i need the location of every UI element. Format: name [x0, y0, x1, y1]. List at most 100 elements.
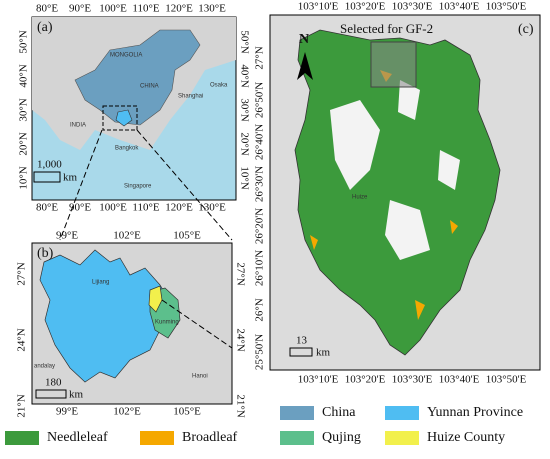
x-tick-label: 102°E — [113, 406, 141, 418]
y-tick-label: 24°N — [234, 328, 246, 351]
x-tick-label: 99°E — [56, 406, 78, 418]
inset-box — [102, 105, 138, 131]
huize-shape — [148, 285, 163, 313]
connector — [161, 299, 233, 349]
y-tick-label: 26°N — [254, 298, 266, 321]
place: Hanoi — [192, 374, 208, 380]
x-tick-label: 120°E — [165, 3, 193, 15]
yunnan-shape — [115, 109, 133, 127]
scale-bar — [289, 347, 313, 357]
y-tick-label: 27°N — [16, 262, 28, 285]
x-tick-label: 99°E — [56, 230, 78, 242]
panel-label: (a) — [37, 20, 53, 35]
y-tick-label: 27°N — [234, 262, 246, 285]
tick-labels: 80°E 90°E 100°E 110°E 120°E 130°E 80°E 90°E 100°… — [16, 1, 527, 418]
selection-label: Selected for GF-2 — [340, 21, 433, 36]
north-arrow — [297, 52, 313, 80]
x-tick-label: 100°E — [99, 3, 127, 15]
y-tick-label: 21°N — [234, 394, 246, 417]
y-tick-label: 26°20'N — [254, 208, 266, 244]
legend-label: Qujing — [322, 430, 361, 445]
y-tick-label: 40°N — [18, 64, 30, 87]
place: Bangkok — [115, 146, 139, 152]
x-tick-label: 110°E — [132, 3, 159, 15]
legend-swatch — [280, 431, 314, 445]
x-tick-label: 103°40'E — [439, 374, 480, 386]
y-tick-label: 30°N — [18, 98, 30, 121]
legend-swatch — [385, 406, 419, 420]
place: Shanghai — [178, 94, 203, 100]
y-tick-label: 24°N — [16, 328, 28, 351]
y-tick-label: 30°N — [238, 98, 250, 121]
x-tick-label: 105°E — [173, 230, 201, 242]
y-tick-label: 50°N — [238, 30, 250, 53]
y-tick-label: 26°40'N — [254, 124, 266, 160]
scale-unit: km — [69, 389, 84, 401]
legend-swatch — [385, 431, 419, 445]
x-tick-label: 130°E — [198, 202, 226, 214]
legend-swatch — [280, 406, 314, 420]
legend-label: Huize County — [427, 430, 505, 445]
legend: China Yunnan Province Needleleaf Broadleaf Q… — [5, 405, 523, 445]
y-tick-label: 20°N — [18, 132, 30, 155]
north-label: N — [299, 32, 309, 47]
x-tick-label: 110°E — [132, 202, 159, 214]
legend-label: Broadleaf — [182, 430, 238, 445]
place: andalay — [34, 364, 55, 370]
non-forest — [330, 80, 460, 260]
place: Osaka — [210, 83, 228, 89]
y-tick-label: 10°N — [238, 166, 250, 189]
place: INDIA — [70, 123, 86, 129]
x-tick-label: 103°20'E — [345, 1, 386, 13]
y-tick-label: 20°N — [238, 132, 250, 155]
panel-label: (b) — [37, 246, 54, 261]
scale-bar — [33, 171, 61, 183]
place: Huize — [352, 195, 368, 201]
x-tick-label: 90°E — [69, 3, 91, 15]
selected-area — [370, 41, 417, 88]
legend-swatch — [5, 431, 39, 445]
legend-label: China — [322, 405, 356, 420]
place: MONGOLIA — [110, 53, 142, 59]
connector — [136, 129, 233, 241]
scale-label: 1,000 — [37, 159, 62, 171]
x-tick-label: 120°E — [165, 202, 193, 214]
x-tick-label: 100°E — [99, 202, 127, 214]
place: CHINA — [140, 84, 159, 90]
china-shape — [74, 29, 201, 126]
scale-label: 180 — [45, 377, 62, 389]
place: Kunming — [155, 320, 179, 326]
legend-label: Needleleaf — [47, 430, 108, 445]
scale-unit: km — [63, 172, 78, 184]
x-tick-label: 105°E — [173, 406, 201, 418]
y-tick-label: 50°N — [18, 30, 30, 53]
y-tick-label: 27°N — [254, 46, 266, 69]
place: Lijiang — [92, 280, 109, 286]
x-tick-label: 103°10'E — [298, 374, 339, 386]
y-tick-label: 26°30'N — [254, 166, 266, 202]
x-tick-label: 80°E — [36, 202, 58, 214]
scale-bar — [35, 389, 67, 399]
x-tick-label: 103°30'E — [392, 1, 433, 13]
connector — [59, 129, 103, 241]
panel-label: (c) — [518, 22, 534, 37]
x-tick-label: 102°E — [113, 230, 141, 242]
y-tick-label: 25°50'N — [254, 334, 266, 370]
y-tick-label: 26°10'N — [254, 250, 266, 286]
y-tick-label: 21°N — [16, 394, 28, 417]
x-tick-label: 103°40'E — [439, 1, 480, 13]
legend-swatch — [140, 431, 174, 445]
y-tick-label: 26°50'N — [254, 82, 266, 118]
x-tick-label: 90°E — [69, 202, 91, 214]
scale-label: 13 — [296, 335, 308, 347]
scale-unit: km — [316, 347, 331, 359]
x-tick-label: 130°E — [198, 3, 226, 15]
x-tick-label: 103°30'E — [392, 374, 433, 386]
place: Singapore — [124, 184, 152, 190]
legend-label: Yunnan Province — [427, 405, 523, 420]
x-tick-label: 80°E — [36, 3, 58, 15]
y-tick-label: 40°N — [238, 64, 250, 87]
x-tick-label: 103°10'E — [298, 1, 339, 13]
y-tick-label: 10°N — [18, 166, 30, 189]
